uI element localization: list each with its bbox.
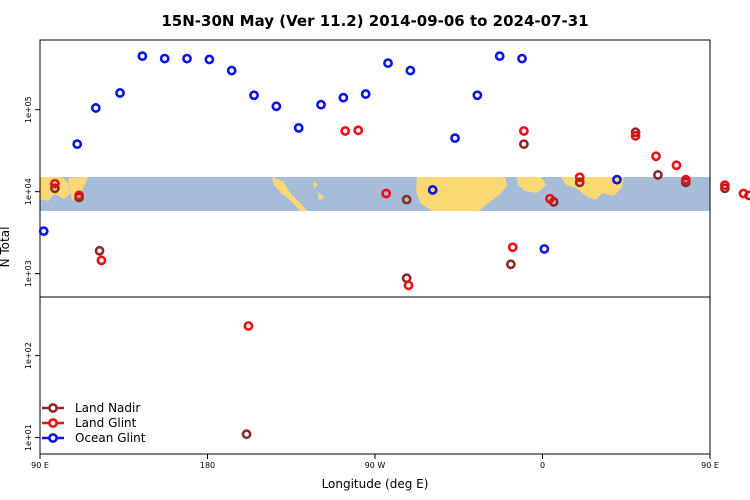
- land-glint-point: [574, 172, 585, 183]
- land-nadir-point: [401, 194, 412, 205]
- ocean-glint-point: [539, 244, 550, 254]
- land-glint-point: [340, 126, 351, 136]
- y-tick-label: 1e+03: [24, 260, 33, 287]
- x-tick-label: 0: [540, 461, 545, 470]
- ocean-glint-point: [427, 185, 438, 195]
- land-nadir-point: [574, 177, 585, 188]
- y-tick-label: 1e+01: [24, 424, 33, 451]
- chart-title: 15N-30N May (Ver 11.2) 2014-09-06 to 202…: [161, 12, 588, 30]
- x-tick-label: 90 W: [365, 461, 386, 470]
- land-nadir-point: [241, 429, 252, 440]
- land-glint-point: [49, 178, 60, 189]
- ocean-glint-point: [316, 99, 326, 110]
- y-tick-label: 1e+05: [24, 96, 33, 123]
- land-nadir-point: [94, 245, 105, 256]
- y-tick-label: 1e+02: [24, 342, 33, 369]
- ocean-glint-point: [450, 133, 460, 144]
- land-glint-point: [403, 280, 414, 291]
- ocean-glint-point: [293, 122, 304, 133]
- land-glint-point: [738, 188, 749, 199]
- legend-marker-ocean-glint: [48, 433, 58, 443]
- land-glint-point: [507, 242, 518, 253]
- ocean-glint-point: [360, 89, 371, 99]
- ocean-glint-point: [38, 226, 49, 237]
- land-glint-point: [680, 174, 691, 185]
- land-nadir-point: [518, 139, 529, 150]
- ocean-glint-point: [115, 88, 125, 98]
- ocean-glint-point: [182, 53, 192, 64]
- land-nadir-point: [652, 170, 663, 180]
- land-glint-point: [381, 188, 392, 199]
- land-glint-point: [719, 180, 730, 191]
- land-glint-point: [630, 130, 641, 141]
- ocean-glint-point: [90, 103, 101, 113]
- y-tick-label: 1e+04: [24, 178, 33, 205]
- legend-marker-land-nadir: [48, 403, 58, 413]
- ocean-glint-point: [494, 51, 505, 62]
- land-glint-point: [353, 125, 364, 136]
- ocean-glint-point: [472, 90, 483, 101]
- ocean-glint-point: [517, 53, 527, 64]
- ocean-glint-point: [612, 174, 622, 185]
- ocean-glint-point: [383, 58, 393, 69]
- ocean-glint-point: [72, 139, 83, 150]
- land-glint-point: [545, 193, 555, 204]
- plot-frame: [39, 39, 711, 455]
- ocean-glint-point: [249, 90, 259, 101]
- x-tick-label: 90 E: [701, 461, 719, 470]
- legend-label-land-glint: Land Glint: [75, 416, 137, 430]
- land-glint-point: [96, 255, 107, 266]
- ocean-glint-point: [226, 65, 237, 76]
- land-glint-point: [243, 321, 254, 331]
- data-points: [38, 51, 750, 440]
- land-glint-point: [671, 160, 682, 171]
- legend-label-land-nadir: Land Nadir: [75, 401, 140, 415]
- y-axis-label: N Total: [0, 227, 12, 268]
- y-axis: 1e+01 1e+02 1e+03 1e+04 1e+05: [24, 96, 40, 451]
- land-glint-point: [74, 190, 84, 201]
- ocean-glint-point: [338, 92, 349, 103]
- ocean-glint-point: [204, 54, 215, 65]
- land-nadir-point: [505, 259, 516, 270]
- ocean-glint-point: [405, 65, 416, 76]
- ocean-glint-point: [271, 101, 282, 112]
- x-tick-label: 180: [200, 461, 215, 470]
- legend-label-ocean-glint: Ocean Glint: [75, 431, 146, 445]
- legend-marker-land-glint: [48, 418, 58, 428]
- land-nadir-point: [630, 127, 641, 138]
- land-nadir-point: [49, 183, 60, 194]
- x-tick-label: 90 E: [31, 461, 49, 470]
- ocean-glint-point: [137, 51, 148, 62]
- land-glint-point: [651, 151, 661, 162]
- ocean-glint-point: [159, 53, 170, 64]
- x-axis-label: Longitude (deg E): [322, 477, 429, 491]
- land-glint-point: [518, 126, 529, 136]
